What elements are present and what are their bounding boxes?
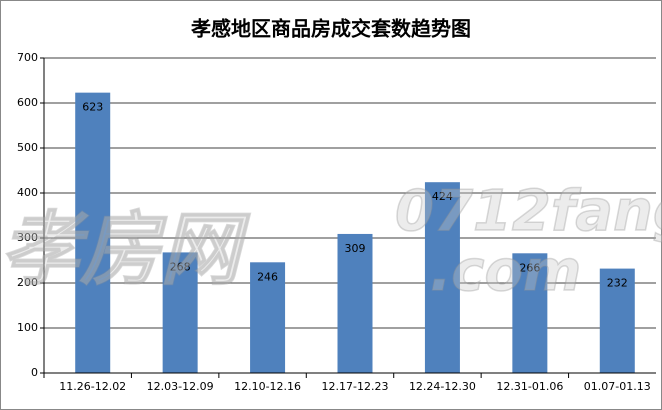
x-tick-label: 12.03-12.09 bbox=[147, 380, 214, 393]
bar bbox=[75, 92, 111, 374]
bar bbox=[250, 262, 286, 373]
y-tick-label: 500 bbox=[17, 141, 38, 154]
data-label: 424 bbox=[432, 190, 453, 203]
x-tick-label: 12.17-12.23 bbox=[322, 380, 389, 393]
y-tick-label: 700 bbox=[17, 51, 38, 64]
x-tick-label: 11.26-12.02 bbox=[59, 380, 126, 393]
y-tick-label: 300 bbox=[17, 231, 38, 244]
x-tick-label: 12.10-12.16 bbox=[234, 380, 301, 393]
y-tick-label: 200 bbox=[17, 276, 38, 289]
x-tick-label: 12.31-01.06 bbox=[496, 380, 563, 393]
data-label: 266 bbox=[519, 261, 540, 274]
watermark: .com bbox=[430, 239, 581, 304]
bar bbox=[337, 233, 373, 373]
bar bbox=[162, 252, 198, 373]
x-tick-label: 12.24-12.30 bbox=[409, 380, 476, 393]
data-label: 309 bbox=[345, 242, 366, 255]
y-tick-label: 400 bbox=[17, 186, 38, 199]
y-tick-label: 600 bbox=[17, 96, 38, 109]
watermark: 0712fang bbox=[395, 179, 662, 244]
y-tick-label: 0 bbox=[31, 366, 38, 379]
data-label: 246 bbox=[257, 270, 278, 283]
y-tick-label: 100 bbox=[17, 321, 38, 334]
data-label: 623 bbox=[82, 101, 103, 114]
data-label: 268 bbox=[170, 260, 191, 273]
x-tick-label: 01.07-01.13 bbox=[584, 380, 651, 393]
chart-title: 孝感地区商品房成交套数趋势图 bbox=[190, 17, 471, 41]
data-label: 232 bbox=[607, 277, 628, 290]
bar bbox=[424, 182, 460, 373]
watermark: 孝房网 bbox=[0, 203, 251, 296]
bar bbox=[599, 268, 635, 373]
bar bbox=[512, 253, 548, 373]
